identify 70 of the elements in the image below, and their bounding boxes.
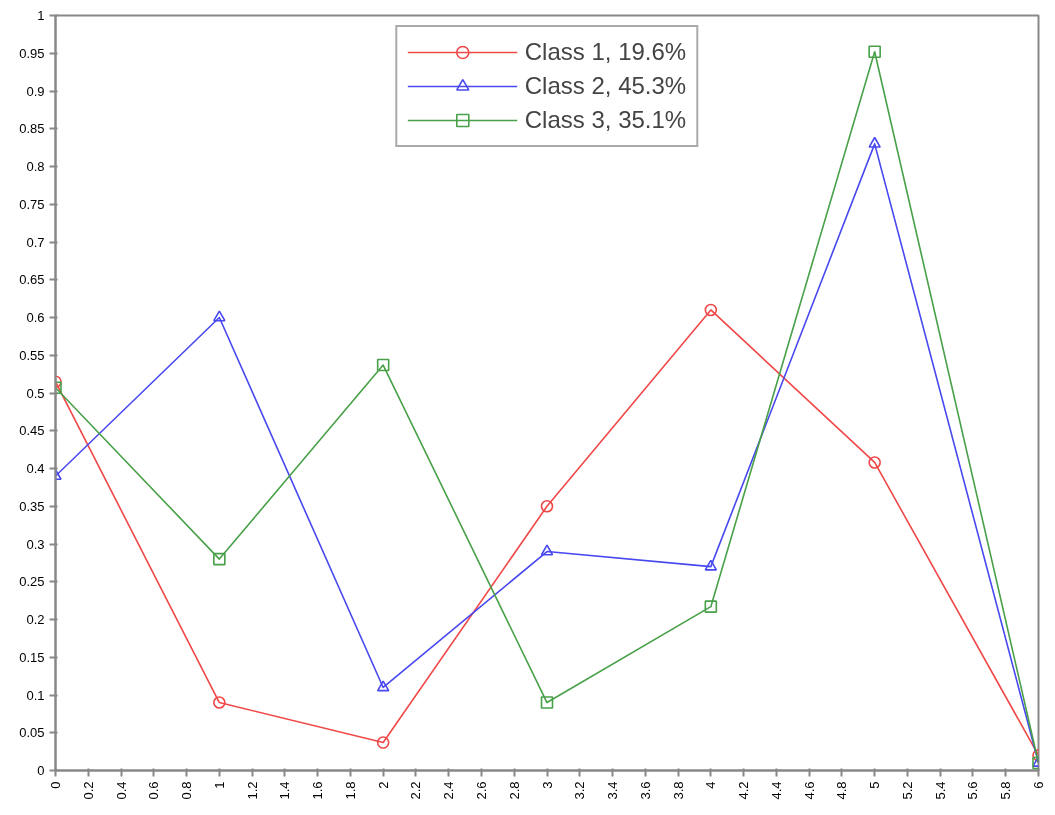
y-tick-label: 1 (37, 8, 45, 23)
x-tick-label: 4.2 (736, 781, 752, 800)
y-tick-label: 0.35 (19, 498, 45, 514)
legend-label: Class 3, 35.1% (524, 106, 687, 134)
point (213, 552, 226, 566)
point (704, 600, 718, 613)
y-tick-label: 0.8 (26, 159, 45, 174)
point (868, 136, 881, 148)
y-tick-label: 0.85 (19, 121, 45, 137)
point (213, 310, 226, 322)
legend-label: Class 2, 45.3% (524, 72, 687, 100)
x-tick-label: 3.2 (572, 781, 588, 800)
point (540, 544, 554, 556)
x-tick-label: 0 (48, 781, 63, 789)
x-tick-label: 1.4 (277, 781, 293, 800)
y-tick-label: 0.75 (19, 196, 45, 212)
y-tick-label: 0.65 (19, 272, 45, 288)
x-tick-label: 5 (867, 781, 883, 789)
point (704, 559, 718, 571)
x-tick-label: 0.2 (80, 781, 96, 800)
point (213, 696, 226, 709)
x-tick-label: 4.6 (801, 781, 817, 800)
x-tick-label: 1.2 (244, 781, 260, 800)
x-tick-label: 5.2 (899, 781, 915, 800)
legend-label: Class 1, 19.6% (524, 38, 687, 66)
y-tick-label: 0.15 (19, 649, 45, 665)
point (704, 303, 718, 317)
x-tick-label: 3.8 (670, 781, 686, 800)
point (376, 736, 390, 749)
x-tick-label: 2.6 (473, 781, 489, 800)
y-tick-label: 0.25 (19, 574, 45, 590)
x-tick-label: 2.2 (408, 781, 424, 800)
point (868, 45, 881, 59)
x-tick-label: 1 (211, 781, 227, 789)
y-tick-label: 0.1 (26, 687, 45, 703)
x-tick-label: 1.6 (310, 781, 326, 800)
x-tick-label: 4.4 (768, 781, 784, 800)
point (540, 499, 554, 513)
y-tick-label: 0.05 (19, 725, 45, 741)
x-tick-label: 2 (375, 781, 391, 789)
y-tick-label: 0.95 (19, 45, 45, 61)
y-tick-label: 0.9 (26, 83, 45, 99)
x-tick-label: 2.8 (506, 781, 522, 800)
y-tick-label: 0.4 (26, 461, 45, 476)
x-tick-label: 5.6 (965, 781, 981, 800)
x-tick-label: 3.6 (637, 781, 653, 800)
x-tick-label: 4.8 (834, 781, 850, 800)
x-tick-label: 3 (539, 781, 555, 789)
y-tick-label: 0.6 (26, 310, 45, 325)
point (868, 456, 881, 469)
x-tick-label: 5.8 (998, 781, 1014, 800)
point (376, 680, 390, 692)
y-tick-label: 0.7 (26, 234, 45, 250)
x-tick-label: 1.8 (342, 781, 358, 800)
y-tick-label: 0.45 (19, 423, 45, 439)
point (376, 358, 390, 372)
x-tick-label: 0.8 (179, 781, 195, 800)
x-tick-label: 3.4 (605, 781, 621, 800)
x-tick-label: 4 (703, 781, 719, 789)
x-tick-label: 5.4 (932, 781, 948, 800)
y-tick-label: 0.5 (26, 385, 45, 401)
x-tick-label: 0.4 (113, 781, 129, 800)
x-tick-label: 2.4 (441, 781, 457, 800)
y-tick-label: 0 (37, 763, 45, 778)
x-tick-label: 0.6 (146, 781, 162, 800)
x-tick-label: 6 (1031, 781, 1046, 789)
point (540, 696, 554, 709)
y-tick-label: 0.3 (26, 536, 45, 552)
y-tick-label: 0.2 (26, 612, 45, 627)
y-tick-label: 0.55 (19, 347, 45, 363)
